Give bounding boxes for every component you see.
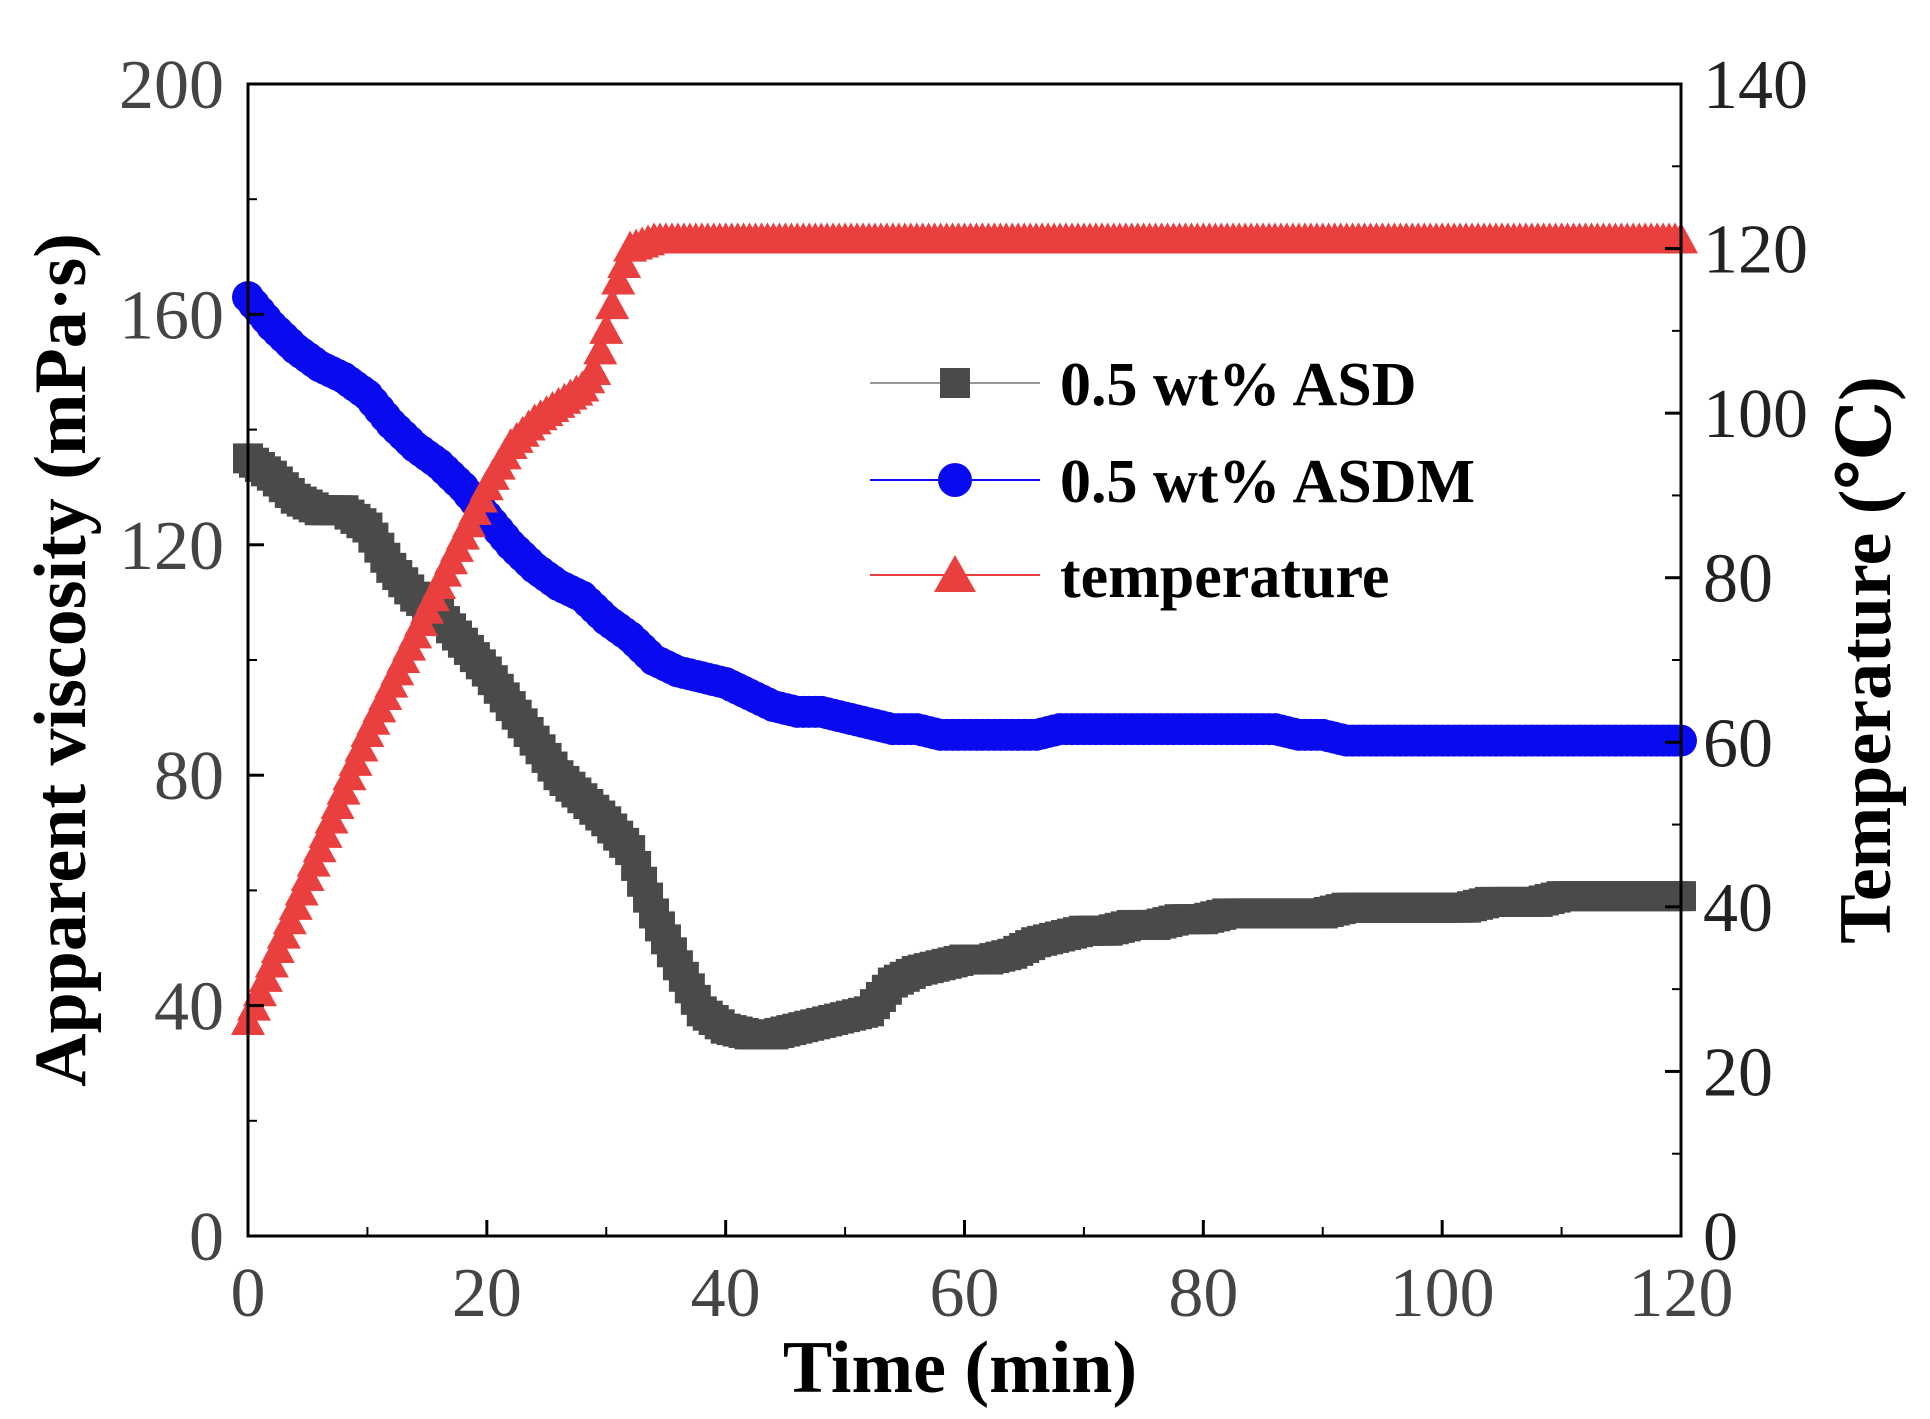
x-axis-title: Time (min) xyxy=(783,1327,1137,1409)
data-point xyxy=(589,312,624,344)
x-tick-label: 40 xyxy=(691,1255,761,1332)
series-2 xyxy=(231,222,1698,1036)
y-tick-label: 160 xyxy=(119,277,224,354)
y2-tick-label: 140 xyxy=(1703,47,1808,124)
y-tick-label: 0 xyxy=(189,1199,224,1276)
x-tick-label: 20 xyxy=(452,1255,522,1332)
y2-tick-label: 80 xyxy=(1703,541,1773,618)
series-0 xyxy=(233,443,1696,1050)
legend-item-asdm: 0.5 wt% ASDM xyxy=(870,448,1475,516)
y2-tick-label: 100 xyxy=(1703,376,1808,453)
y2-tick-label: 40 xyxy=(1703,870,1773,947)
y2-tick-label: 0 xyxy=(1703,1199,1738,1276)
legend-item-asd: 0.5 wt% ASD xyxy=(870,351,1417,419)
legend-triangle-marker xyxy=(934,555,976,592)
series-layer xyxy=(231,222,1698,1050)
x-tick-label: 0 xyxy=(231,1255,266,1332)
y-axis-title: Apparent viscosity (mPa·s) xyxy=(20,233,102,1087)
y-tick-label: 80 xyxy=(154,738,224,815)
legend-item-temperature: temperature xyxy=(870,543,1389,611)
x-tick-label: 80 xyxy=(1168,1255,1238,1332)
y-tick-label: 40 xyxy=(154,969,224,1046)
data-point xyxy=(577,354,612,385)
data-point xyxy=(607,247,642,279)
legend: 0.5 wt% ASD 0.5 wt% ASDM temperature xyxy=(870,351,1475,611)
data-point xyxy=(601,263,636,295)
legend-circle-marker xyxy=(938,463,972,497)
y2-tick-label: 120 xyxy=(1703,212,1808,289)
legend-square-marker xyxy=(940,368,970,398)
data-point xyxy=(583,333,618,365)
legend-label-asdm: 0.5 wt% ASDM xyxy=(1060,448,1475,516)
legend-label-temperature: temperature xyxy=(1060,543,1389,611)
y-tick-label: 200 xyxy=(119,47,224,124)
x-tick-label: 120 xyxy=(1629,1255,1734,1332)
series-1 xyxy=(232,281,1697,757)
y2-axis-title: Temperature (℃) xyxy=(1825,376,1907,944)
y2-tick-label: 20 xyxy=(1703,1034,1773,1111)
legend-label-asd: 0.5 wt% ASD xyxy=(1060,351,1417,419)
y-tick-label: 120 xyxy=(119,508,224,585)
axis-layer: 0 20 40 60 80 100 1200408012016020002040608010… xyxy=(119,47,1808,1332)
x-tick-label: 100 xyxy=(1390,1255,1495,1332)
y2-tick-label: 60 xyxy=(1703,705,1773,782)
data-point xyxy=(595,288,630,320)
x-tick-label: 60 xyxy=(930,1255,1000,1332)
